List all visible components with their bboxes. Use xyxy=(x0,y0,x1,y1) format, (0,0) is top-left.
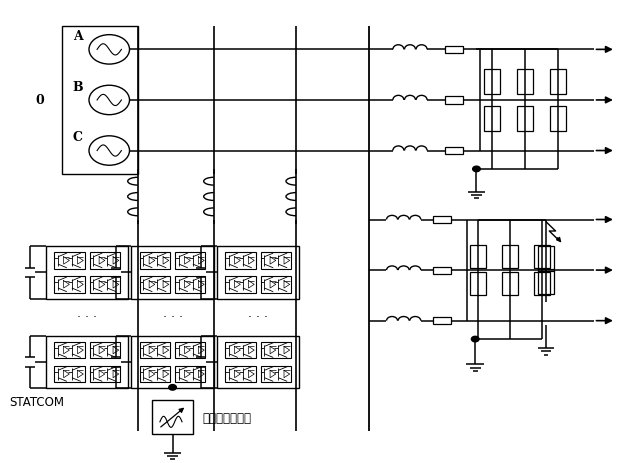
Bar xyxy=(445,47,463,54)
Bar xyxy=(54,366,84,382)
Circle shape xyxy=(169,385,177,390)
Bar xyxy=(260,276,291,293)
Text: C: C xyxy=(72,131,83,144)
Bar xyxy=(517,106,533,131)
Bar xyxy=(175,366,205,382)
Bar xyxy=(131,336,214,388)
Bar xyxy=(538,246,554,272)
Bar xyxy=(445,97,463,104)
Bar xyxy=(225,342,255,359)
Bar xyxy=(140,366,170,382)
Bar xyxy=(502,273,518,296)
Bar xyxy=(534,273,550,296)
Bar xyxy=(175,253,205,269)
Bar xyxy=(484,106,500,131)
Bar xyxy=(502,245,518,268)
Bar xyxy=(550,70,566,95)
Text: 可调式消弧线圈: 可调式消弧线圈 xyxy=(203,411,252,424)
Text: · · ·: · · · xyxy=(163,310,182,323)
Bar xyxy=(140,253,170,269)
Bar xyxy=(62,27,138,174)
Bar xyxy=(90,342,120,359)
Bar xyxy=(445,148,463,155)
Circle shape xyxy=(472,337,479,342)
Text: 0: 0 xyxy=(35,94,44,107)
Bar xyxy=(225,276,255,293)
Circle shape xyxy=(473,167,480,172)
Bar xyxy=(433,267,451,274)
Bar xyxy=(54,253,84,269)
Bar xyxy=(538,269,554,294)
Bar xyxy=(131,246,214,299)
Bar xyxy=(54,342,84,359)
Bar xyxy=(46,246,128,299)
Bar xyxy=(140,276,170,293)
Bar xyxy=(470,245,486,268)
Bar xyxy=(140,342,170,359)
Text: · · ·: · · · xyxy=(77,310,97,323)
Bar xyxy=(484,70,500,95)
Bar xyxy=(433,318,451,325)
Bar xyxy=(517,70,533,95)
Bar xyxy=(470,273,486,296)
Bar xyxy=(175,276,205,293)
Bar xyxy=(260,342,291,359)
Bar xyxy=(90,366,120,382)
Text: STATCOM: STATCOM xyxy=(9,395,64,408)
Bar xyxy=(260,253,291,269)
Text: A: A xyxy=(73,30,83,43)
Bar xyxy=(550,106,566,131)
Bar xyxy=(90,276,120,293)
Bar xyxy=(225,253,255,269)
Bar xyxy=(54,276,84,293)
Bar xyxy=(534,245,550,268)
Bar xyxy=(152,400,193,435)
Bar xyxy=(217,336,299,388)
Bar xyxy=(175,342,205,359)
Bar xyxy=(225,366,255,382)
Bar xyxy=(260,366,291,382)
Text: B: B xyxy=(72,81,83,94)
Bar xyxy=(90,253,120,269)
Bar xyxy=(433,217,451,224)
Text: · · ·: · · · xyxy=(248,310,268,323)
Bar xyxy=(217,246,299,299)
Bar xyxy=(46,336,128,388)
